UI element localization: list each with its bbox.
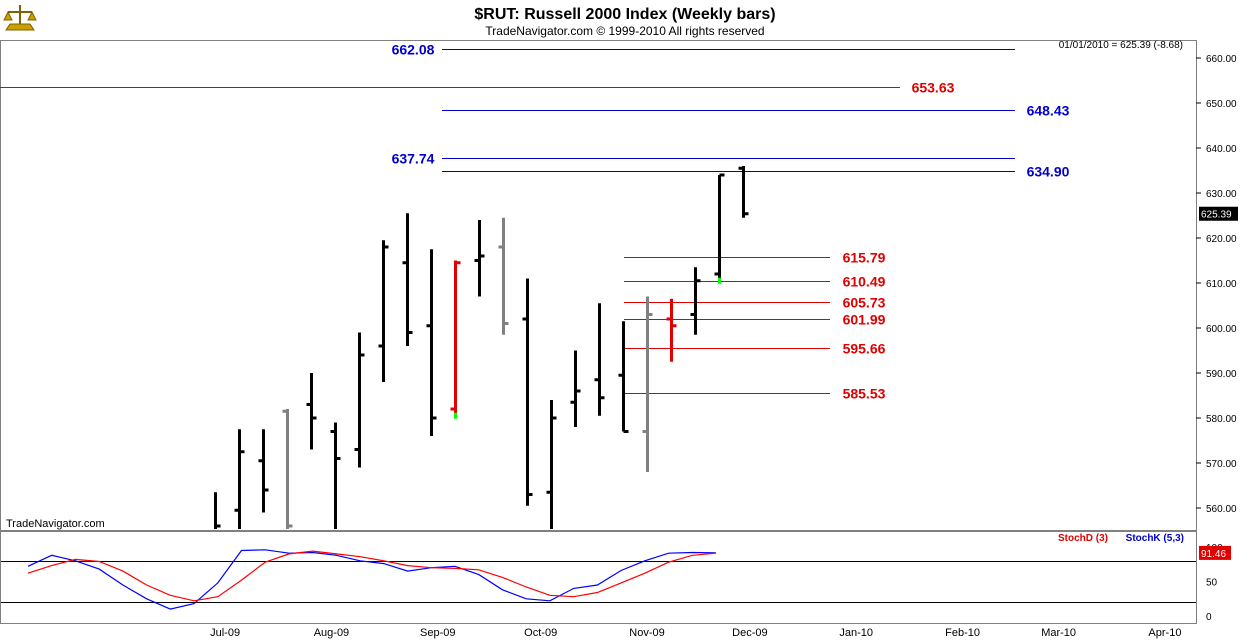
x-tick-label: Jan-10 <box>839 627 873 639</box>
level-label: 601.99 <box>843 312 886 328</box>
level-label: 634.90 <box>1027 164 1070 180</box>
stoch-series-line <box>27 550 717 602</box>
y-tick-label: 630.00 <box>1206 189 1237 200</box>
stoch-series-line <box>27 549 717 610</box>
y-tick-label: 590.00 <box>1206 369 1237 380</box>
level-label: 662.08 <box>392 42 435 58</box>
level-label: 595.66 <box>843 341 886 357</box>
y-tick-label: 660.00 <box>1206 54 1237 65</box>
legend-stochk: StochK (5,3) <box>1126 533 1184 544</box>
y-tick-label: 580.00 <box>1206 414 1237 425</box>
price-panel-frame <box>0 40 1197 531</box>
watermark-text: TradeNavigator.com <box>6 518 105 530</box>
price-y-axis: 660.00 650.00 640.00 630.00 620.00 610.00 600.… <box>1196 54 1238 515</box>
x-tick-label: Feb-10 <box>945 627 980 639</box>
x-tick-label: Mar-10 <box>1041 627 1076 639</box>
level-label: 585.53 <box>843 386 886 402</box>
x-axis-strip <box>0 624 1250 643</box>
y-tick-label: 650.00 <box>1206 99 1237 110</box>
last-price-label: 625.39 <box>1201 210 1232 221</box>
y-tick-label: 560.00 <box>1206 504 1237 515</box>
x-tick-label: Jul-09 <box>210 627 240 639</box>
level-label: 615.79 <box>843 250 886 266</box>
copyright-notice: TradeNavigator.com © 1999-2010 All right… <box>485 24 764 38</box>
last-price-badge <box>1199 206 1238 221</box>
stoch-value-label: 91.46 <box>1201 549 1226 560</box>
stochastic-lines: 10050091.46 <box>1 543 1231 623</box>
x-tick-label: Aug-09 <box>314 627 349 639</box>
x-tick-label: Dec-09 <box>732 627 767 639</box>
chart-title: $RUT: Russell 2000 Index (Weekly bars) <box>474 6 775 23</box>
stoch-value-badge <box>1199 545 1231 560</box>
y-tick-label: 600.00 <box>1206 324 1237 335</box>
level-label: 653.63 <box>912 80 955 96</box>
y-tick-label: 640.00 <box>1206 144 1237 155</box>
logo-icon <box>3 5 37 31</box>
level-label: 610.49 <box>843 274 886 290</box>
x-axis: Jul-09 Aug-09 Sep-09 Oct-09 Nov-09 Dec-09 Jan-… <box>210 627 1250 639</box>
x-tick-label: Sep-09 <box>420 627 455 639</box>
level-label: 637.74 <box>392 151 435 167</box>
y-tick-label: 620.00 <box>1206 234 1237 245</box>
stoch-y-tick-label: 50 <box>1206 578 1218 589</box>
price-bars <box>214 166 749 529</box>
level-label: 648.43 <box>1027 103 1070 119</box>
y-tick-label: 610.00 <box>1206 279 1237 290</box>
x-tick-label: Oct-09 <box>524 627 557 639</box>
stoch-y-tick-label: 0 <box>1206 612 1212 623</box>
y-tick-label: 570.00 <box>1206 459 1237 470</box>
x-tick-label: Apr-10 <box>1148 627 1181 639</box>
last-bar-info: 01/01/2010 = 625.39 (-8.68) <box>1059 40 1183 51</box>
x-tick-label: Nov-09 <box>629 627 664 639</box>
legend-stochd: StochD (3) <box>1058 533 1108 544</box>
stochastic-panel-frame <box>0 531 1197 624</box>
level-label: 605.73 <box>843 295 886 311</box>
price-levels: 662.08 653.63 648.43 637.74 634.90 615.79 610.… <box>0 42 1070 402</box>
